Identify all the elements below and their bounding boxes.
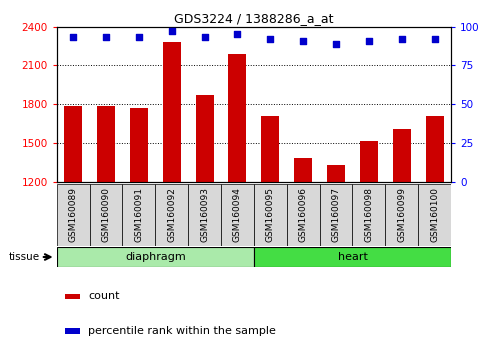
Text: GSM160091: GSM160091 [135,187,143,242]
Point [398,36,406,42]
Text: GSM160094: GSM160094 [233,187,242,242]
Bar [287,184,319,246]
Bar [360,141,378,182]
Point [168,28,176,34]
Point [102,35,110,40]
Bar [327,165,345,182]
Bar [261,116,280,182]
Text: percentile rank within the sample: percentile rank within the sample [88,326,276,336]
Point [365,38,373,44]
Bar [228,54,246,182]
Text: GSM160090: GSM160090 [102,187,110,242]
Bar [352,184,386,246]
Title: GDS3224 / 1388286_a_at: GDS3224 / 1388286_a_at [174,12,334,25]
Bar [254,184,287,246]
Bar [57,247,254,267]
Bar [196,95,213,182]
Bar [57,184,90,246]
Bar [155,184,188,246]
Bar [254,247,451,267]
Bar [65,328,80,334]
Text: GSM160093: GSM160093 [200,187,209,242]
Bar [393,129,411,182]
Text: GSM160100: GSM160100 [430,187,439,242]
Text: GSM160096: GSM160096 [299,187,308,242]
Bar [64,106,82,182]
Bar [122,184,155,246]
Text: GSM160099: GSM160099 [397,187,406,242]
Point [69,35,77,40]
Text: GSM160095: GSM160095 [266,187,275,242]
Text: GSM160092: GSM160092 [167,187,176,242]
Bar [425,116,444,182]
Text: diaphragm: diaphragm [125,252,186,262]
Point [266,36,274,42]
Text: GSM160097: GSM160097 [332,187,341,242]
Point [135,35,143,40]
Text: heart: heart [338,252,367,262]
Point [234,32,242,37]
Bar [65,294,80,299]
Bar [294,158,312,182]
Text: count: count [88,291,120,301]
Point [299,38,307,44]
Bar [90,184,122,246]
Point [332,41,340,46]
Text: GSM160089: GSM160089 [69,187,77,242]
Text: tissue: tissue [8,252,39,262]
Bar [418,184,451,246]
Bar [221,184,254,246]
Text: GSM160098: GSM160098 [364,187,373,242]
Bar [130,108,148,182]
Point [201,35,209,40]
Bar [386,184,418,246]
Bar [188,184,221,246]
Bar [163,42,181,182]
Bar [97,106,115,182]
Point [431,36,439,42]
Bar [319,184,352,246]
